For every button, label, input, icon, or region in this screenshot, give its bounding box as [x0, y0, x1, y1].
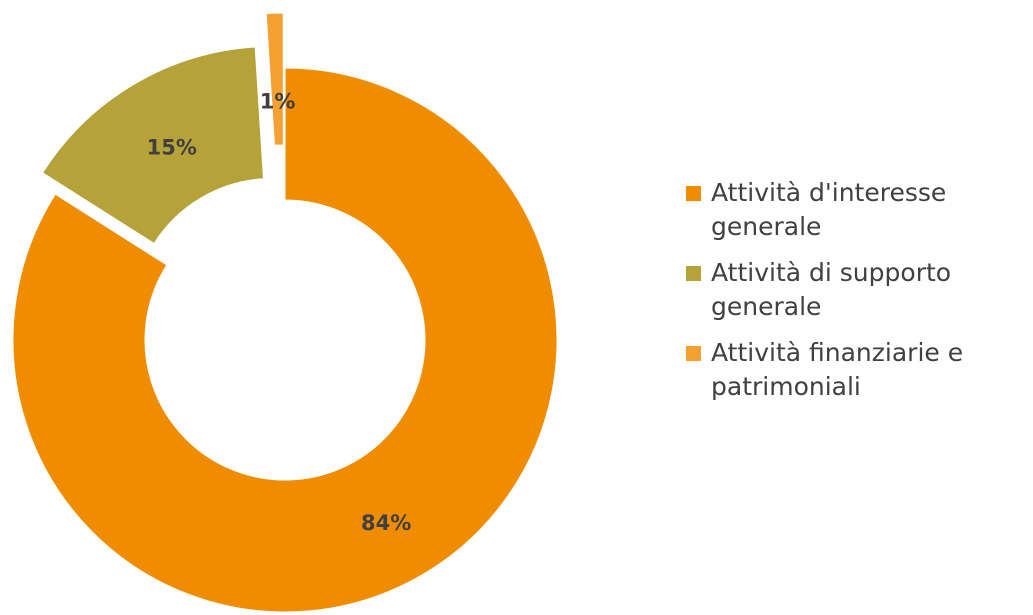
legend: Attività d'interesse generale Attività di…: [686, 176, 1031, 416]
donut-slice: [41, 46, 265, 245]
legend-item: Attività finanziarie e patrimoniali: [686, 336, 1031, 404]
legend-swatch: [686, 266, 701, 281]
legend-item: Attività d'interesse generale: [686, 176, 1031, 244]
chart: 84% 15% 1%: [12, 12, 558, 613]
data-label: 1%: [260, 90, 296, 114]
data-label: 84%: [361, 511, 411, 535]
donut-slice: [265, 12, 284, 146]
legend-swatch: [686, 186, 701, 201]
legend-item: Attività di supporto generale: [686, 256, 1031, 324]
legend-label: Attività finanziarie e patrimoniali: [711, 338, 964, 401]
legend-label: Attività d'interesse generale: [711, 178, 947, 241]
legend-swatch: [686, 346, 701, 361]
legend-label: Attività di supporto generale: [711, 258, 952, 321]
data-label: 15%: [147, 135, 197, 159]
donut-slice: [12, 67, 558, 613]
